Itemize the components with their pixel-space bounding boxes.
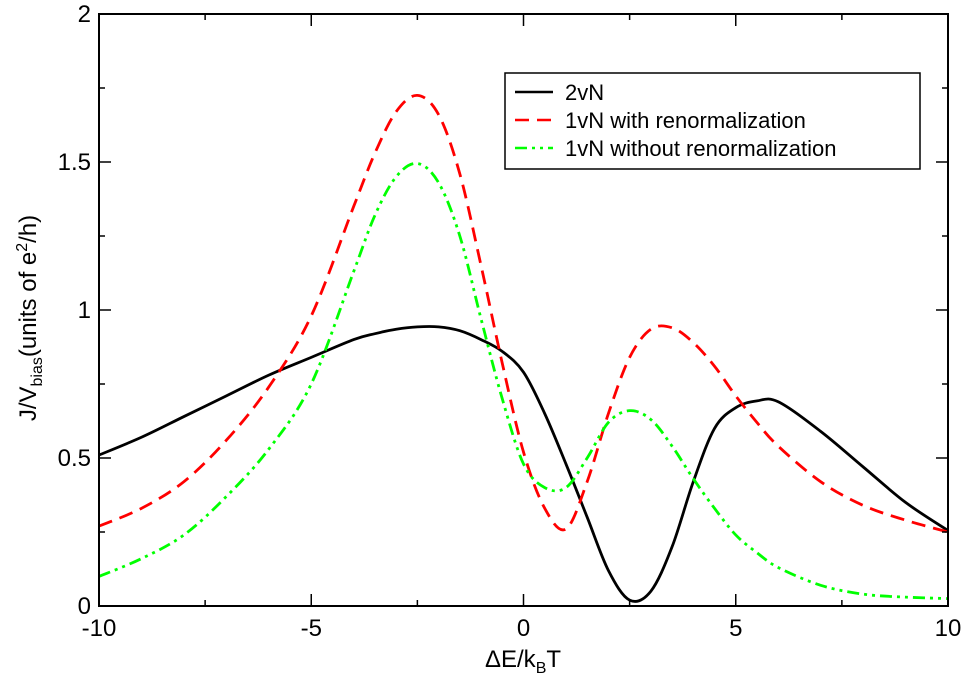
x-tick-label: -5	[301, 615, 322, 642]
series-lines	[98, 94, 949, 603]
y-axis-label: J/Vbias(units of e2/h)	[14, 215, 46, 421]
legend-label-1vn-without-renormalization: 1vN without renormalization	[565, 136, 836, 161]
y-axis-label-main: J/V	[15, 386, 42, 421]
y-tick-label: 0.5	[58, 445, 91, 472]
axis-tick-labels: -10 -5 0 5 10 0 0.5 1 1.5 2	[58, 1, 962, 642]
y-tick-label: 1.5	[58, 149, 91, 176]
series-line-2vn	[98, 325, 949, 603]
legend: 2vN 1vN with renormalization 1vN without…	[504, 72, 921, 170]
x-axis-label-main: ΔE/k	[485, 646, 537, 673]
x-axis-label: ΔE/kBT	[485, 646, 561, 677]
y-tick-label: 0	[78, 593, 91, 620]
legend-box	[504, 72, 921, 170]
legend-label-1vn-with-renormalization: 1vN with renormalization	[565, 108, 806, 133]
y-tick-label: 2	[78, 1, 91, 28]
series-line-1vn-with-renormalization	[98, 94, 949, 534]
x-tick-label: 0	[517, 615, 530, 642]
y-axis-label-mid: (units of e	[15, 252, 42, 357]
x-axis-label-subscript: B	[536, 660, 547, 677]
x-axis-label-tail: T	[546, 646, 561, 673]
y-axis-label-superscript: 2	[14, 243, 31, 252]
axis-ticks	[98, 13, 949, 607]
y-axis-label-tail: /h)	[15, 215, 42, 243]
y-tick-label: 1	[78, 297, 91, 324]
legend-label-2vn: 2vN	[565, 80, 604, 105]
x-tick-label: 10	[935, 615, 962, 642]
x-tick-label: 5	[729, 615, 742, 642]
y-axis-label-subscript: bias	[29, 357, 46, 386]
x-tick-label: -10	[82, 615, 117, 642]
